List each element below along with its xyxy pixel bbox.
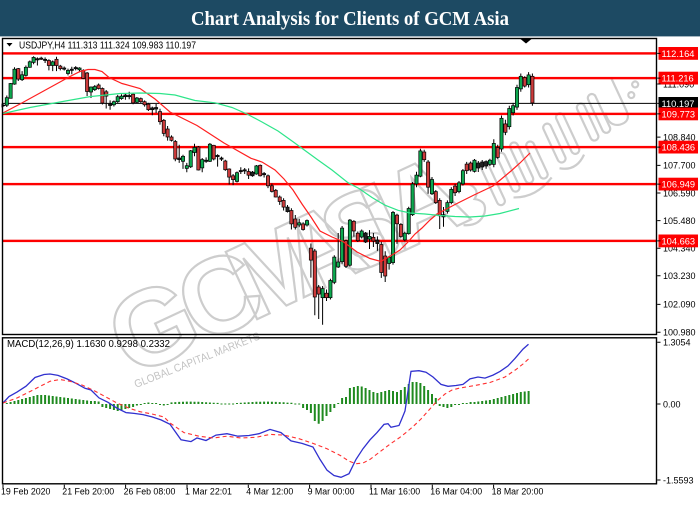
- svg-text:104.340: 104.340: [663, 244, 696, 254]
- svg-text:112.164: 112.164: [662, 49, 695, 59]
- svg-text:106.590: 106.590: [663, 188, 696, 198]
- svg-text:102.090: 102.090: [663, 300, 696, 310]
- svg-text:100.980: 100.980: [663, 328, 696, 338]
- svg-text:19 Feb 2020: 19 Feb 2020: [1, 487, 51, 497]
- svg-text:109.773: 109.773: [662, 109, 696, 119]
- svg-text:1.3054: 1.3054: [663, 338, 691, 348]
- svg-text:108.436: 108.436: [662, 143, 696, 153]
- svg-text:108.840: 108.840: [663, 132, 696, 142]
- svg-text:26 Feb 08:00: 26 Feb 08:00: [124, 487, 176, 497]
- svg-text:110.197: 110.197: [662, 99, 695, 109]
- svg-text:104.663: 104.663: [662, 236, 696, 246]
- svg-text:MACD(12,26,9) 1.1630 0.9298 0.: MACD(12,26,9) 1.1630 0.9298 0.2332: [7, 339, 170, 350]
- svg-text:-1.5593: -1.5593: [663, 475, 694, 485]
- svg-text:Chart Analysis for Clients of: Chart Analysis for Clients of GCM Asia: [191, 8, 509, 30]
- svg-text:21 Feb 20:00: 21 Feb 20:00: [62, 487, 114, 497]
- svg-text:9 Mar 00:00: 9 Mar 00:00: [308, 487, 355, 497]
- svg-text:111.216: 111.216: [662, 74, 694, 84]
- svg-text:16 Mar 04:00: 16 Mar 04:00: [430, 487, 482, 497]
- svg-text:106.949: 106.949: [662, 180, 696, 190]
- svg-text:18 Mar 20:00: 18 Mar 20:00: [492, 487, 544, 497]
- svg-text:105.480: 105.480: [663, 216, 696, 226]
- svg-text:107.700: 107.700: [663, 161, 696, 171]
- svg-text:103.230: 103.230: [663, 271, 696, 281]
- svg-text:0.00: 0.00: [663, 399, 681, 409]
- svg-text:11 Mar 16:00: 11 Mar 16:00: [369, 487, 420, 497]
- svg-text:4 Mar 12:00: 4 Mar 12:00: [246, 487, 293, 497]
- svg-text:1 Mar 22:01: 1 Mar 22:01: [185, 487, 232, 497]
- svg-text:USDJPY,H4 111.313 111.324 109: USDJPY,H4 111.313 111.324 109.983 110.19…: [19, 41, 196, 52]
